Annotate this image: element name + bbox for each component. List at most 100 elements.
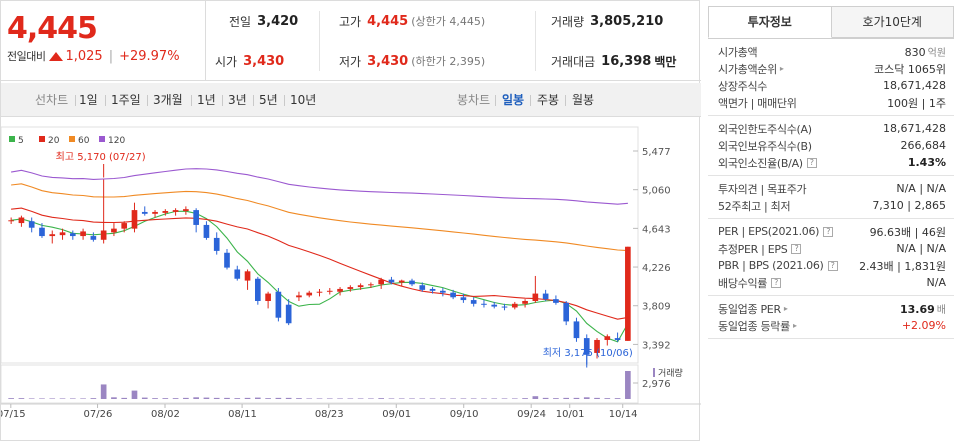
help-icon[interactable]: ? <box>791 243 802 254</box>
candle-body <box>470 300 477 304</box>
volume-bar <box>378 398 384 399</box>
volume-bar <box>193 397 199 399</box>
legend-label: 5 <box>18 136 24 146</box>
candle-body <box>213 237 220 251</box>
candle-body <box>553 299 559 303</box>
prev-close: 전일 3,420 <box>229 1 298 41</box>
info-label: 시가총액순위 ▸ <box>718 62 784 76</box>
period-10y[interactable]: 10년 <box>290 93 317 107</box>
amount-value: 16,398 <box>601 53 652 69</box>
volume-bar <box>450 398 456 399</box>
tab-investment-info[interactable]: 투자정보 <box>708 6 832 38</box>
line-chart-button[interactable]: 선차트 <box>35 93 69 107</box>
investment-info-panel: 투자정보 호가10단계 시가총액 830 억원 시가총액순위 ▸ 코스닥 1065위 상장주… <box>704 0 959 441</box>
period-5y[interactable]: 5년 <box>259 93 278 107</box>
volume-bar <box>553 398 559 399</box>
period-1w[interactable]: 1주일 <box>111 93 141 107</box>
info-row: 외국인소진율(B/A)? 1.43% <box>708 154 954 171</box>
candle-body <box>121 223 128 229</box>
info-row: 외국인보유주식수(B) 266,684 <box>708 137 954 154</box>
y-tick-label: 3,809 <box>642 302 671 313</box>
candle-daily[interactable]: 일봉 <box>502 93 525 107</box>
volume-bar <box>614 398 621 399</box>
info-label: 투자의견 | 목표주가 <box>718 182 807 196</box>
amount-label: 거래대금 <box>551 54 596 69</box>
current-price-box: 4,445 전일대비 1,025 | +29.97% <box>1 1 206 81</box>
candle-monthly[interactable]: 월봉 <box>572 93 595 107</box>
info-value: N/A | N/A <box>896 182 946 195</box>
period-1y[interactable]: 1년 <box>197 93 216 107</box>
volume-bar <box>306 398 313 399</box>
candle-body <box>111 228 117 233</box>
volume-bar <box>347 398 354 399</box>
legend-swatch <box>69 136 75 142</box>
info-label: 상장주식수 <box>718 79 768 93</box>
candle-body <box>419 285 426 290</box>
info-label: 동일업종 PER ▸ <box>718 302 788 316</box>
candle-body <box>100 230 107 240</box>
help-icon[interactable]: ? <box>823 226 834 237</box>
candle-body <box>604 336 611 340</box>
info-label: 배당수익률? <box>718 275 782 291</box>
caret-right-icon[interactable]: ▸ <box>783 304 788 313</box>
period-3m[interactable]: 3개월 <box>153 93 183 107</box>
candle-body <box>224 252 230 268</box>
info-row: 시가총액 830 억원 <box>708 43 954 60</box>
trade-amount: 거래대금 16,398 백만 <box>551 41 676 81</box>
candle-body <box>152 211 158 214</box>
price-chart[interactable]: 5 20 60 120 5,477 5,060 4,643 4,226 3,809 3,392 2,… <box>1 119 701 442</box>
volume-panel-frame <box>1 364 639 404</box>
volume-bar <box>100 384 107 399</box>
candle-body <box>409 280 415 285</box>
tab-orderbook[interactable]: 호가10단계 <box>831 6 954 38</box>
caret-right-icon[interactable]: ▸ <box>792 321 797 330</box>
candle-body <box>460 297 467 301</box>
volume-bar <box>265 398 271 399</box>
period-3y[interactable]: 3년 <box>228 93 247 107</box>
upper-limit: (상한가 4,445) <box>411 15 486 28</box>
help-icon[interactable]: ? <box>806 157 817 168</box>
volume-bar <box>39 398 45 399</box>
volume-bar <box>162 398 169 399</box>
x-tick-label: 08/02 <box>151 409 180 420</box>
volume-bar <box>141 397 148 399</box>
candle-body <box>347 287 354 289</box>
candle-chart-button[interactable]: 봉차트 <box>457 93 491 107</box>
volume-bar <box>511 398 518 399</box>
volume-bar <box>491 398 498 399</box>
volume-bar <box>131 390 138 399</box>
info-value: N/A <box>926 276 946 289</box>
info-group: PER | EPS(2021.06)? 96.63배 | 46원 추정PER | E… <box>708 219 954 296</box>
candle-body <box>296 295 302 298</box>
volume-bar <box>183 397 189 399</box>
info-value: +2.09% <box>901 319 946 332</box>
info-row: 52주최고 | 최저 7,310 | 2,865 <box>708 197 954 214</box>
volume-bar <box>594 397 600 399</box>
info-row: PBR | BPS (2021.06)? 2.43배 | 1,831원 <box>708 257 954 274</box>
candle-body <box>162 211 169 213</box>
volume-bar <box>326 398 333 399</box>
candle-body <box>316 291 323 293</box>
info-value: 13.69 배 <box>900 303 946 316</box>
volume-bar <box>255 397 261 399</box>
volume-bar <box>296 398 302 399</box>
price-change: 전일대비 1,025 | +29.97% <box>7 48 180 64</box>
help-icon[interactable]: ? <box>771 277 782 288</box>
volume-bar <box>563 397 570 399</box>
candle-body <box>141 211 148 214</box>
candle-body <box>326 290 333 292</box>
volume-bar <box>244 397 251 399</box>
volume-bar <box>172 398 179 399</box>
period-1d[interactable]: 1일 <box>79 93 98 107</box>
legend-swatch <box>39 136 45 142</box>
info-label: PBR | BPS (2021.06)? <box>718 259 838 272</box>
candle-weekly[interactable]: 주봉 <box>537 93 560 107</box>
help-icon[interactable]: ? <box>827 260 838 271</box>
info-label: 외국인보유주식수(B) <box>718 139 812 153</box>
candle-body <box>337 288 343 292</box>
caret-right-icon[interactable]: ▸ <box>779 64 784 73</box>
volume-bar <box>440 398 446 399</box>
volume-bar <box>388 398 395 399</box>
info-row: PER | EPS(2021.06)? 96.63배 | 46원 <box>708 223 954 240</box>
volume-bar <box>285 397 292 399</box>
